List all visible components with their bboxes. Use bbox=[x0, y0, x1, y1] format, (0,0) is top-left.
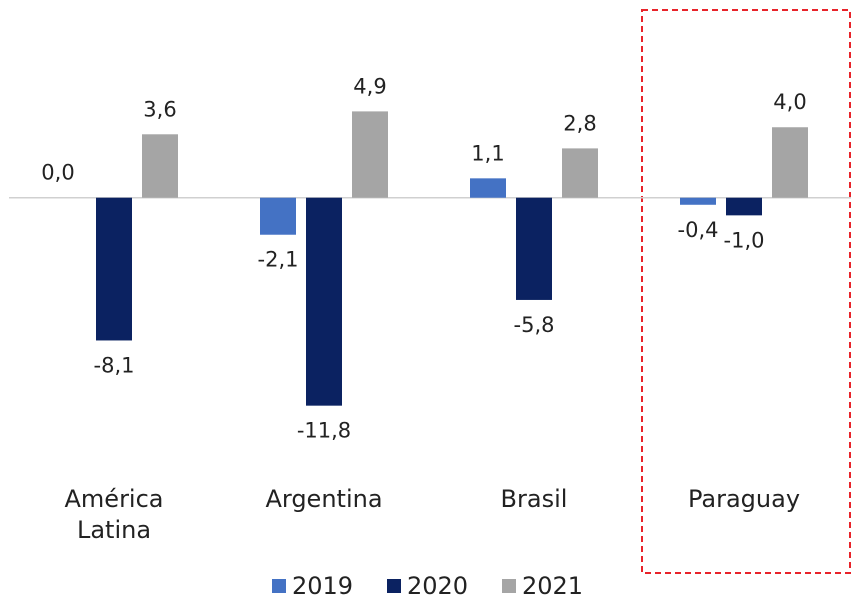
value-label: -0,4 bbox=[678, 218, 719, 242]
value-label: 1,1 bbox=[471, 141, 504, 165]
x-tick-label: Brasil bbox=[500, 485, 568, 513]
legend-label: 2020 bbox=[407, 572, 468, 600]
bar bbox=[306, 197, 342, 406]
highlight-box bbox=[641, 9, 851, 574]
bar bbox=[772, 127, 808, 198]
legend-swatch bbox=[272, 579, 286, 593]
value-label: -2,1 bbox=[258, 248, 299, 272]
bar bbox=[260, 197, 296, 235]
bar bbox=[726, 197, 762, 216]
bar bbox=[352, 111, 388, 198]
bar bbox=[680, 197, 716, 205]
legend-swatch bbox=[387, 579, 401, 593]
value-label: 2,8 bbox=[563, 111, 596, 135]
legend-swatch bbox=[502, 579, 516, 593]
x-tick-label: Argentina bbox=[265, 485, 383, 513]
legend-label: 2021 bbox=[522, 572, 583, 600]
bar bbox=[470, 178, 506, 198]
value-label: -11,8 bbox=[297, 419, 351, 443]
bar bbox=[516, 197, 552, 300]
bar bbox=[562, 148, 598, 198]
value-label: 4,0 bbox=[773, 90, 806, 114]
value-label: -8,1 bbox=[94, 353, 135, 377]
value-label: 3,6 bbox=[143, 97, 176, 121]
value-label: -1,0 bbox=[724, 228, 765, 252]
value-label: 4,9 bbox=[353, 74, 386, 98]
bar bbox=[96, 197, 132, 341]
legend-label: 2019 bbox=[292, 572, 353, 600]
x-tick-label: América Latina bbox=[64, 485, 164, 544]
bar bbox=[142, 134, 178, 198]
value-label: -5,8 bbox=[514, 313, 555, 337]
value-label: 0,0 bbox=[41, 161, 74, 185]
x-tick-label: Paraguay bbox=[687, 485, 801, 513]
